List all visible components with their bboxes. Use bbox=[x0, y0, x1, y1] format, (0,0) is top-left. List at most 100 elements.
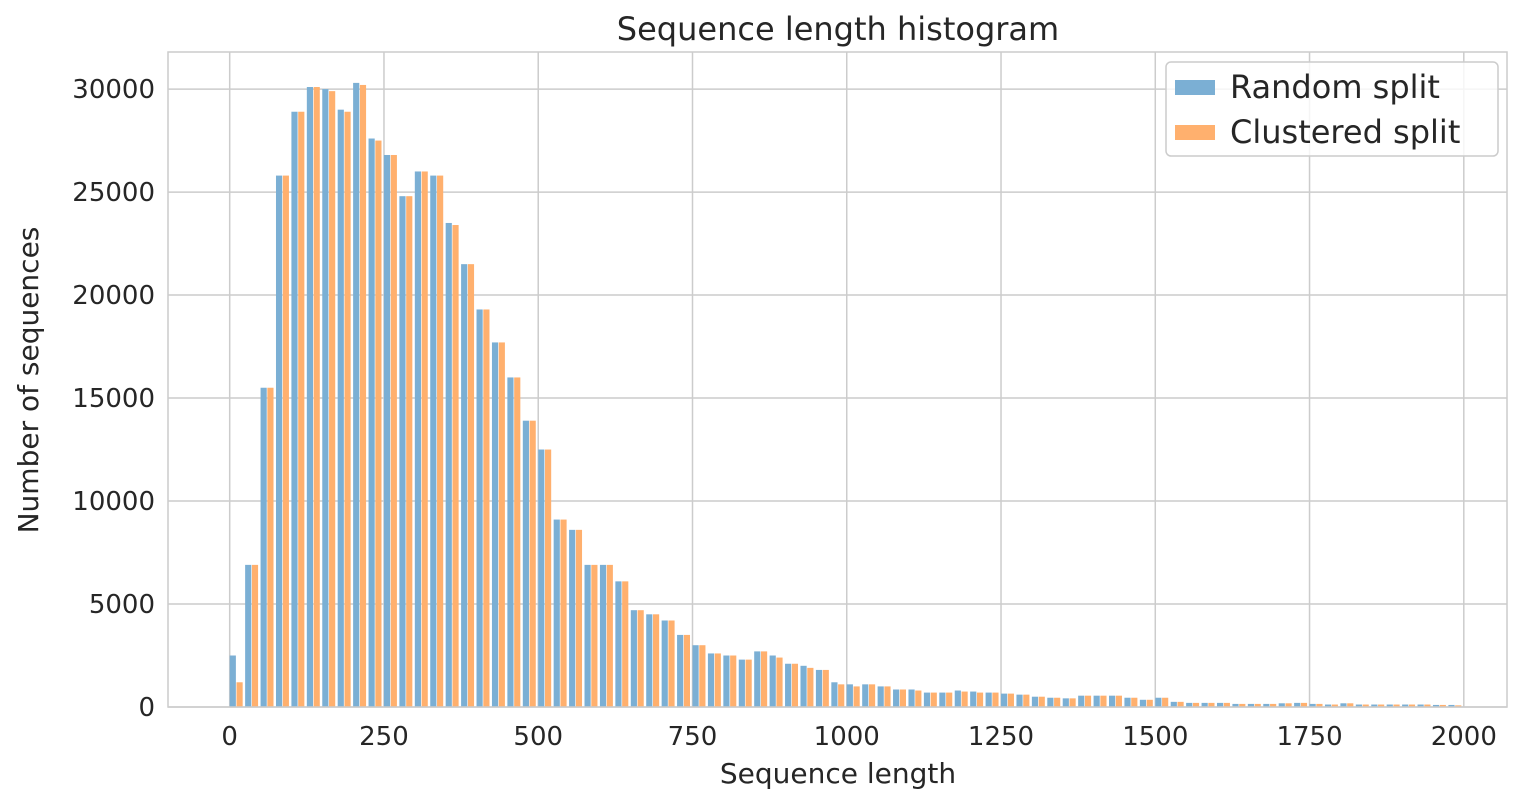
bar bbox=[1417, 704, 1424, 707]
bar bbox=[344, 111, 351, 707]
bar bbox=[1131, 697, 1138, 707]
bar bbox=[961, 691, 968, 707]
bar bbox=[359, 84, 367, 707]
bar bbox=[1424, 704, 1431, 707]
bar bbox=[800, 665, 807, 707]
bar bbox=[877, 686, 884, 707]
bar bbox=[1078, 695, 1085, 707]
x-tick-labels: 0 250 500 750 1000 1250 1500 1750 2000 bbox=[221, 722, 1496, 752]
bar bbox=[306, 87, 314, 707]
bar bbox=[1347, 703, 1354, 707]
bar bbox=[930, 692, 937, 707]
bar bbox=[1100, 695, 1107, 707]
bar bbox=[908, 689, 915, 707]
bar bbox=[646, 614, 653, 707]
bar bbox=[1371, 704, 1378, 707]
bar bbox=[1223, 702, 1230, 707]
bar bbox=[976, 692, 984, 707]
bar bbox=[368, 138, 375, 708]
x-tick-label: 500 bbox=[513, 722, 563, 752]
bar bbox=[1285, 703, 1292, 707]
bar bbox=[383, 154, 391, 707]
bar bbox=[1309, 703, 1316, 707]
bar bbox=[1208, 702, 1215, 707]
bar bbox=[229, 655, 236, 707]
bar bbox=[522, 420, 529, 707]
bar bbox=[1216, 702, 1224, 707]
bar bbox=[560, 519, 567, 707]
y-tick-labels: 0 5000 10000 15000 20000 25000 30000 bbox=[72, 75, 155, 723]
bar bbox=[1378, 704, 1385, 707]
bar bbox=[1439, 704, 1446, 707]
x-tick-label: 750 bbox=[668, 722, 718, 752]
bar bbox=[1263, 703, 1270, 707]
legend-swatch-random bbox=[1175, 80, 1215, 95]
bar bbox=[414, 171, 421, 708]
bar bbox=[1031, 696, 1039, 707]
bar bbox=[1294, 702, 1301, 707]
bar bbox=[815, 669, 823, 707]
bar bbox=[730, 655, 737, 707]
bar bbox=[785, 663, 792, 707]
bar bbox=[1239, 703, 1246, 707]
y-tick-label: 0 bbox=[138, 693, 155, 723]
bar bbox=[862, 684, 869, 707]
bar bbox=[1177, 701, 1184, 707]
bar bbox=[707, 653, 715, 707]
bar bbox=[399, 196, 406, 708]
bar bbox=[606, 564, 613, 707]
bar bbox=[1162, 697, 1169, 707]
chart-title: Sequence length histogram bbox=[617, 10, 1059, 48]
bar bbox=[1038, 696, 1045, 707]
bar bbox=[946, 692, 953, 707]
bar bbox=[498, 342, 505, 707]
legend-label-clustered: Clustered split bbox=[1230, 113, 1460, 151]
bar bbox=[915, 690, 922, 707]
bar bbox=[1155, 697, 1162, 707]
bar bbox=[1201, 702, 1208, 707]
bar bbox=[390, 154, 397, 707]
y-tick-label: 15000 bbox=[72, 384, 155, 414]
bar bbox=[1247, 703, 1255, 707]
bar bbox=[714, 653, 721, 707]
bar bbox=[1093, 695, 1100, 707]
bar bbox=[245, 564, 252, 707]
plot-frame bbox=[167, 51, 1508, 708]
bar bbox=[637, 610, 644, 707]
bar bbox=[807, 667, 814, 707]
y-axis-label: Number of sequences bbox=[12, 227, 45, 534]
bar bbox=[1192, 702, 1200, 707]
bar bbox=[1300, 702, 1308, 707]
bar bbox=[1069, 698, 1076, 707]
bar bbox=[1340, 703, 1347, 707]
x-tick-label: 2000 bbox=[1431, 722, 1497, 752]
bar bbox=[899, 689, 906, 707]
bars bbox=[229, 82, 1462, 708]
bar bbox=[483, 309, 490, 707]
y-tick-label: 5000 bbox=[89, 590, 155, 620]
bar bbox=[569, 529, 576, 707]
bar bbox=[661, 620, 668, 707]
bar bbox=[584, 564, 591, 707]
y-tick-label: 30000 bbox=[72, 75, 155, 105]
bar bbox=[1331, 704, 1338, 707]
x-tick-label: 1500 bbox=[1122, 722, 1188, 752]
bar bbox=[992, 692, 999, 707]
x-tick-label: 250 bbox=[359, 722, 409, 752]
bar bbox=[553, 519, 560, 707]
bar bbox=[1386, 704, 1393, 707]
bar bbox=[776, 657, 783, 707]
bar bbox=[1084, 695, 1092, 707]
bar bbox=[1408, 704, 1416, 707]
bar bbox=[853, 686, 860, 707]
y-tick-label: 10000 bbox=[72, 487, 155, 517]
bar bbox=[1139, 699, 1147, 707]
bar bbox=[1448, 704, 1455, 707]
bar bbox=[1316, 703, 1323, 707]
bar bbox=[1054, 697, 1061, 707]
bar bbox=[615, 581, 622, 707]
bar bbox=[421, 171, 428, 708]
bar bbox=[476, 309, 483, 707]
x-tick-label: 1750 bbox=[1276, 722, 1342, 752]
bar bbox=[430, 175, 437, 707]
